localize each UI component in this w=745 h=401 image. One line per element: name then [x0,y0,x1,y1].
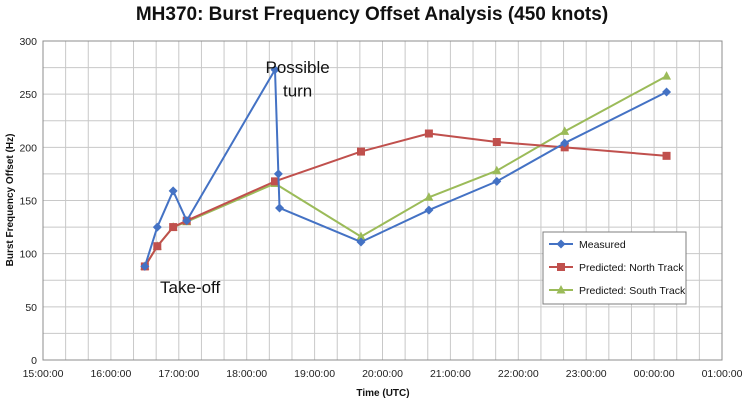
legend-swatch-marker [556,239,566,249]
y-tick-label: 50 [25,302,37,314]
data-point [182,216,192,226]
data-point [273,169,283,179]
annotations: Take-off Possible turn [160,58,330,297]
data-point [140,261,150,271]
data-point [492,138,501,147]
data-point [356,231,366,241]
y-tick-label: 250 [19,89,37,101]
y-tick-label: 100 [19,249,37,261]
x-tick-label: 16:00:00 [90,368,131,380]
data-point [424,205,434,215]
x-tick-label: 20:00:00 [362,368,403,380]
series-line [143,132,667,267]
x-axis-label: Time (UTC) [356,388,409,399]
x-tick-label: 23:00:00 [566,368,607,380]
x-tick-label: 01:00:00 [702,368,743,380]
data-point [662,87,672,97]
data-point [662,71,672,80]
x-tick-label: 22:00:00 [498,368,539,380]
x-tick-label: 19:00:00 [294,368,335,380]
legend-swatch-marker [557,263,565,271]
data-point [662,151,671,160]
plot-area-border [42,40,723,361]
series-measured [140,65,672,271]
data-point [492,165,502,175]
legend-entry: Predicted: South Track [579,285,686,297]
x-tick-label: 21:00:00 [430,368,471,380]
data-point [169,223,178,232]
data-point [492,176,502,186]
chart-title: MH370: Burst Frequency Offset Analysis (… [136,4,608,25]
series-lines [140,65,672,271]
legend-entry: Predicted: North Track [579,262,684,274]
data-point [270,177,279,186]
data-point [356,237,366,247]
data-point [168,186,178,196]
y-tick-label: 300 [19,36,37,48]
x-tick-label: 15:00:00 [23,368,64,380]
data-point [560,138,570,148]
x-tick-label: 00:00:00 [634,368,675,380]
data-point [424,192,434,201]
y-tick-label: 150 [19,196,37,208]
annotation-label: Possible [265,58,329,77]
data-point [152,222,162,232]
data-point [424,129,433,138]
data-point [275,203,285,213]
legend-entry: Measured [579,239,626,251]
annotation-label: turn [283,81,312,100]
data-point [153,242,162,251]
legend-swatch-marker [556,285,566,294]
series-line [143,68,667,267]
x-tick-label: 18:00:00 [226,368,267,380]
y-axis-label: Burst Frequency Offset (Hz) [5,134,16,267]
data-point [270,65,280,75]
y-tick-label: 200 [19,142,37,154]
x-tick-label: 17:00:00 [158,368,199,380]
annotation-label: Take-off [160,278,220,297]
legend: Measured Predicted: North Track Predicted:… [542,231,687,305]
data-point [356,147,365,156]
axes: 0 50 100 150 200 250 300 15:00:00 16:00:00 17:00:… [19,36,742,380]
y-tick-label: 0 [31,355,37,367]
data-point [560,126,570,135]
